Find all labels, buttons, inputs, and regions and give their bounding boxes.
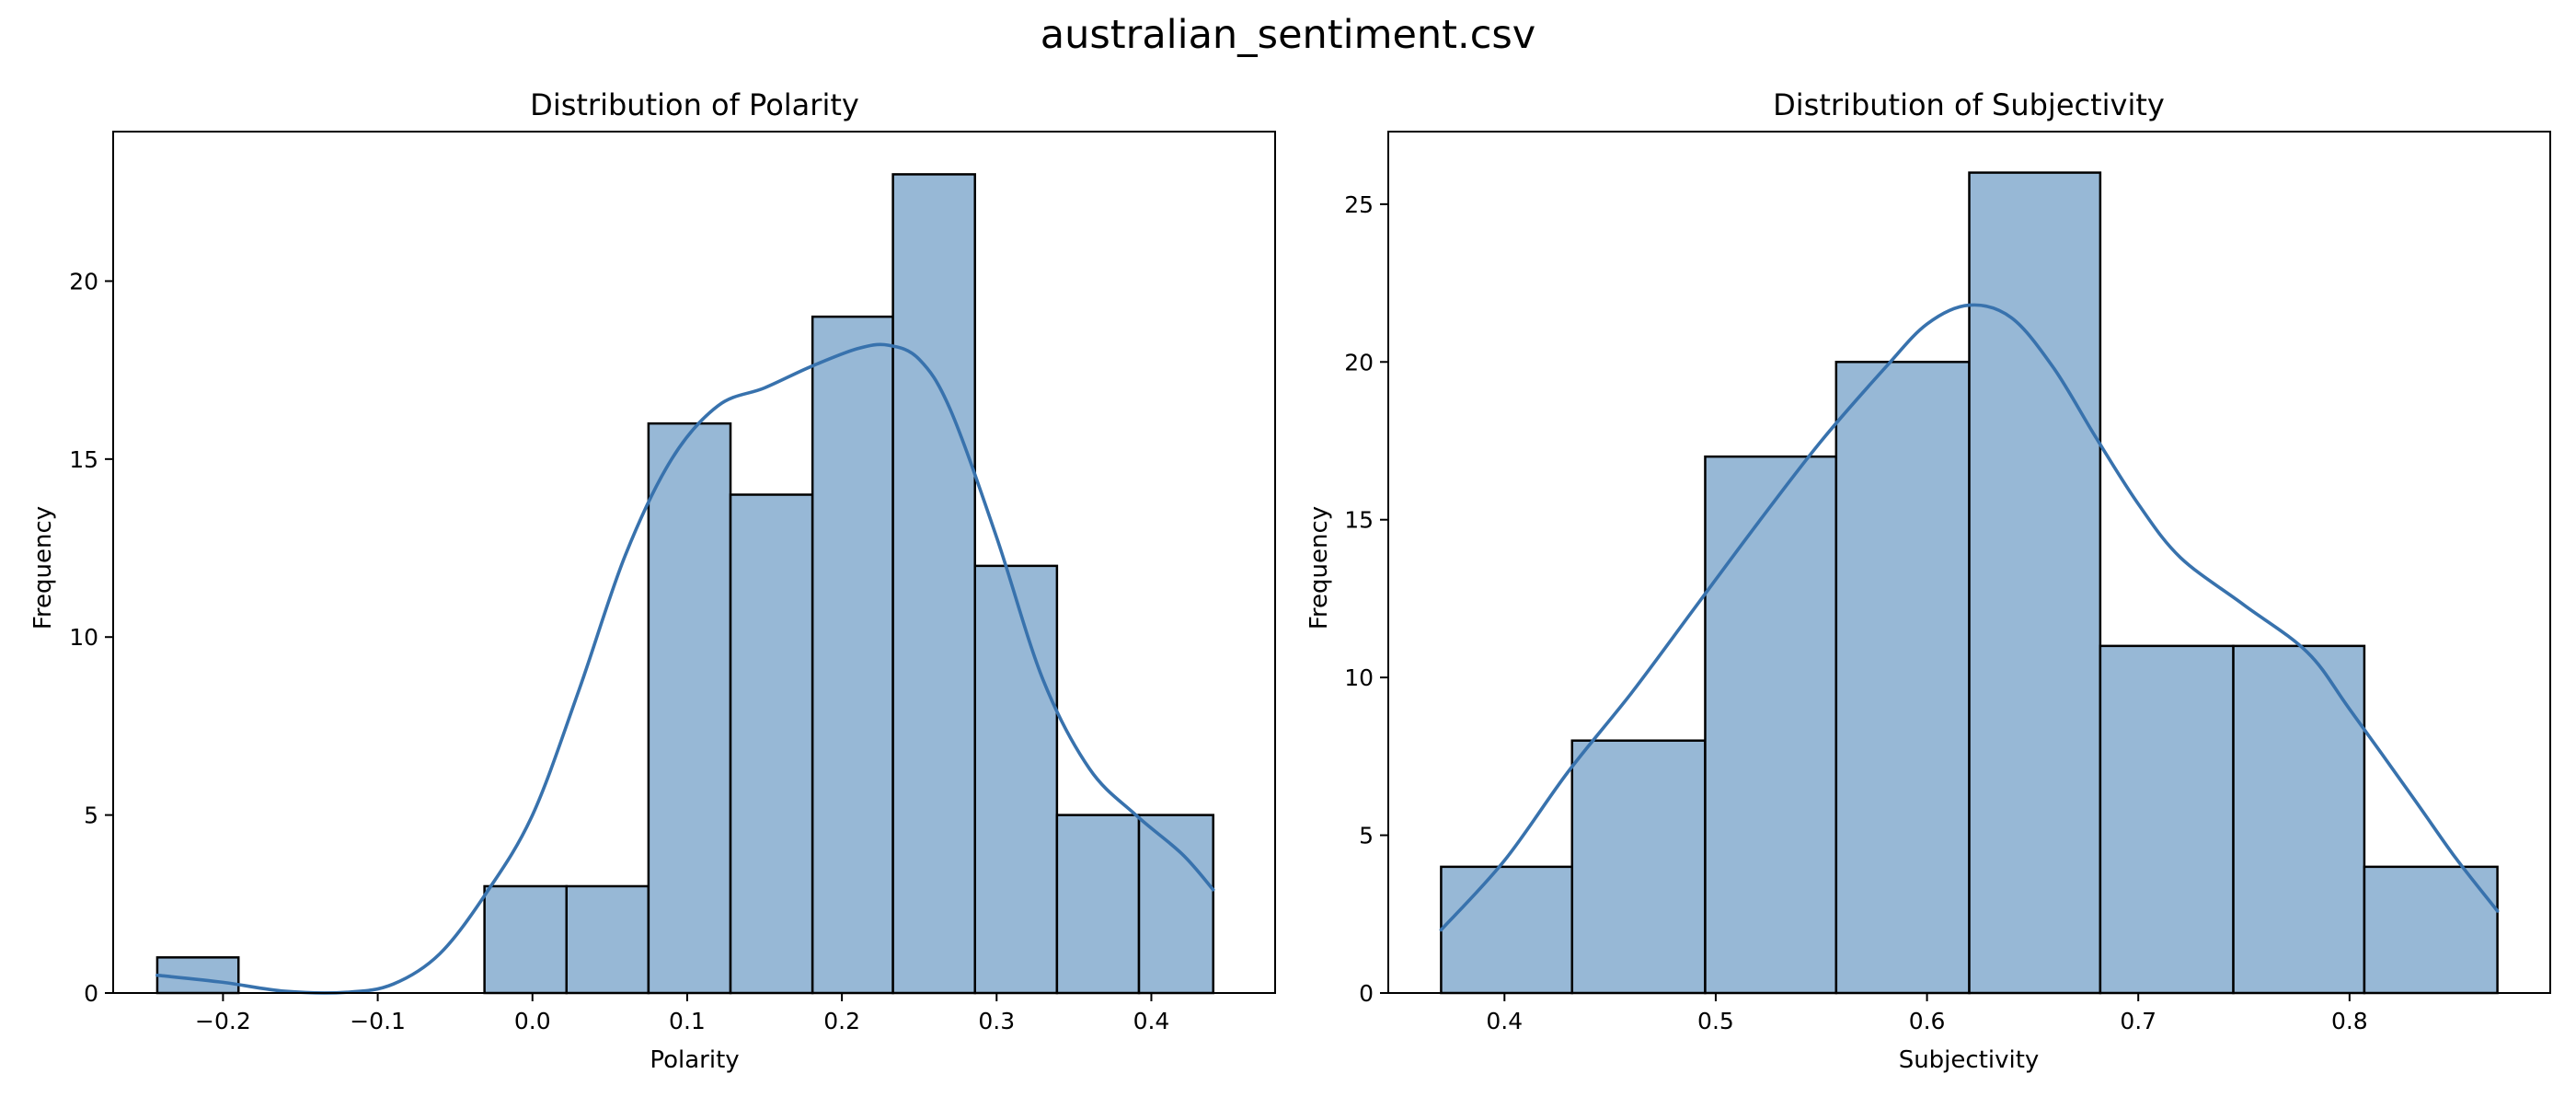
subjectivity-y-tick-label: 5 (1359, 823, 1374, 849)
subjectivity-y-axis-label: Frequency (1305, 506, 1333, 629)
subjectivity-bar (1570, 739, 1707, 995)
polarity-x-tick-label: 0.4 (1133, 1008, 1170, 1034)
subjectivity-bars (1440, 171, 2499, 995)
polarity-bar (891, 173, 976, 995)
subjectivity-bar (1968, 171, 2102, 995)
polarity-y-tick-label: 5 (84, 803, 98, 829)
subjectivity-kde-curve (1439, 303, 2500, 932)
subjectivity-x-tick-label: 0.7 (2120, 1008, 2156, 1034)
subjectivity-y-tick-label: 20 (1344, 349, 1374, 375)
polarity-x-tick-label: 0.3 (978, 1008, 1015, 1034)
subjectivity-bar (1704, 455, 1838, 995)
polarity-bar (811, 315, 894, 995)
polarity-bar (1137, 814, 1214, 995)
subjectivity-bar (2232, 644, 2366, 995)
polarity-histogram: Distribution of Polarity Polarity Freque… (29, 87, 1276, 1074)
polarity-x-ticks: −0.2 −0.1 0.0 0.1 0.2 0.3 0.4 (195, 993, 1169, 1034)
subjectivity-x-tick-label: 0.4 (1486, 1008, 1523, 1034)
polarity-bar (483, 884, 569, 995)
subjectivity-x-tick-label: 0.5 (1697, 1008, 1734, 1034)
subjectivity-histogram: Distribution of Subjectivity Subjectivit… (1305, 87, 2551, 1074)
polarity-bar (647, 421, 732, 995)
polarity-plot-frame (112, 131, 1276, 994)
subjectivity-plot-frame (1387, 131, 2551, 994)
subjectivity-y-tick-label: 15 (1344, 507, 1374, 534)
subjectivity-kde-line (1439, 303, 2500, 932)
subjectivity-y-tick-label: 25 (1344, 191, 1374, 218)
subjectivity-y-tick-label: 0 (1359, 980, 1374, 1007)
subjectivity-bar (1440, 865, 1574, 995)
subjectivity-x-ticks: 0.4 0.5 0.6 0.7 0.8 (1486, 993, 2368, 1034)
polarity-y-ticks: 0 5 10 15 20 (69, 268, 113, 1007)
polarity-y-tick-label: 20 (69, 268, 98, 294)
polarity-bar (729, 493, 814, 995)
subjectivity-x-tick-label: 0.8 (2331, 1008, 2368, 1034)
subjectivity-bar (2099, 644, 2235, 995)
subjectivity-x-tick-label: 0.6 (1909, 1008, 1946, 1034)
polarity-y-tick-label: 15 (69, 446, 98, 473)
figure-title: australian_sentiment.csv (1041, 12, 1535, 58)
subjectivity-y-ticks: 0 5 10 15 20 25 (1344, 191, 1388, 1007)
polarity-bar (1055, 814, 1141, 995)
subjectivity-x-axis-label: Subjectivity (1899, 1046, 2040, 1074)
polarity-chart-title: Distribution of Polarity (530, 87, 859, 122)
polarity-kde-curve (155, 342, 1215, 995)
polarity-x-tick-label: −0.1 (350, 1008, 406, 1034)
polarity-x-tick-label: 0.1 (669, 1008, 706, 1034)
polarity-x-tick-label: −0.2 (195, 1008, 251, 1034)
polarity-x-axis-label: Polarity (650, 1046, 739, 1074)
polarity-bars (155, 173, 1214, 995)
polarity-kde-line (155, 342, 1215, 995)
polarity-bar (973, 564, 1059, 995)
polarity-y-axis-label: Frequency (29, 506, 57, 629)
polarity-y-tick-label: 0 (84, 980, 98, 1007)
polarity-x-tick-label: 0.2 (823, 1008, 860, 1034)
subjectivity-chart-title: Distribution of Subjectivity (1773, 87, 2165, 122)
subjectivity-y-tick-label: 10 (1344, 664, 1374, 691)
polarity-bar (565, 884, 650, 995)
polarity-y-tick-label: 10 (69, 624, 98, 651)
polarity-x-tick-label: 0.0 (514, 1008, 551, 1034)
subjectivity-bar (1834, 361, 1971, 995)
